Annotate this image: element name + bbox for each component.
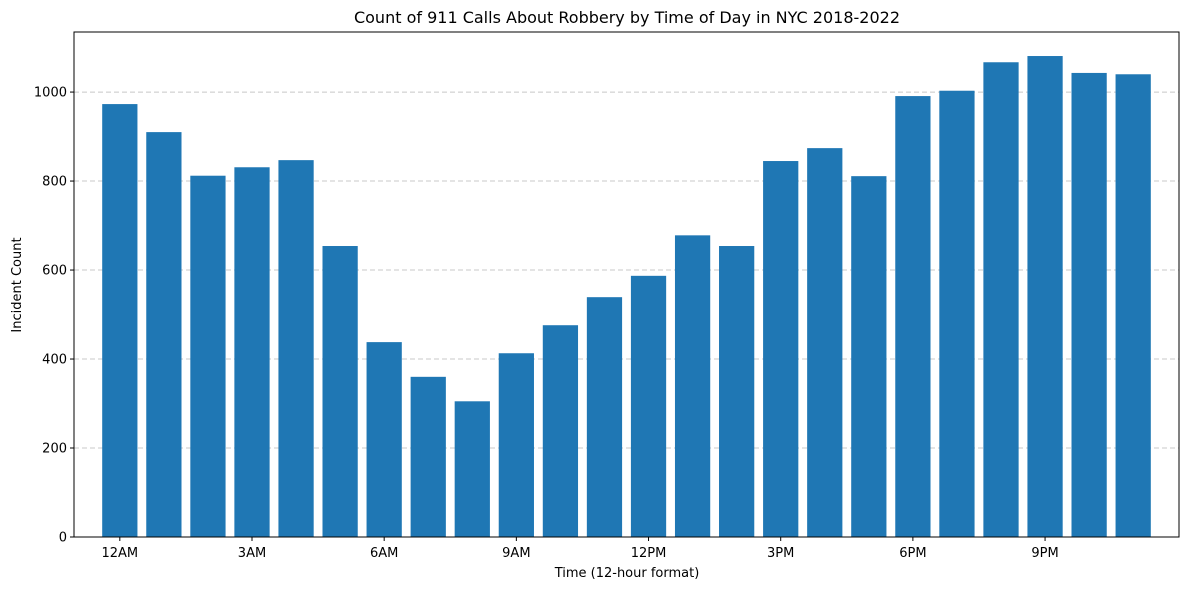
x-axis-label: Time (12-hour format)	[554, 566, 700, 581]
bar-hour-21	[1027, 56, 1063, 538]
bar-hour-12	[630, 275, 667, 537]
x-tick-label: 9PM	[1031, 546, 1058, 561]
x-tick-label: 12PM	[631, 546, 667, 561]
chart-title: Count of 911 Calls About Robbery by Time…	[354, 8, 900, 27]
bar-hour-1	[146, 132, 182, 537]
bar-hour-2	[190, 175, 226, 537]
y-axis-label: Incident Count	[10, 237, 25, 332]
bar-hour-7	[410, 376, 446, 537]
bar-hour-20	[983, 62, 1019, 538]
bar-hour-22	[1071, 72, 1107, 537]
bar-hour-23	[1115, 74, 1151, 537]
x-tick-label: 3PM	[767, 546, 794, 561]
bar-hour-11	[586, 297, 623, 537]
bar-hour-16	[807, 148, 843, 537]
bar-hour-0	[102, 104, 138, 538]
bar-hour-15	[763, 161, 799, 538]
y-tick-label: 1000	[34, 86, 67, 101]
bar-hour-4	[278, 160, 314, 537]
bar-hour-18	[895, 96, 931, 537]
bar-hour-9	[498, 353, 534, 537]
x-tick-label: 12AM	[101, 546, 138, 561]
axes: 0 200 400 600 800 1000 12AM 3AM 6AM 9AM 12PM 3PM 6PM…	[34, 31, 1180, 561]
bar-hour-14	[719, 246, 755, 537]
x-tick-label: 6AM	[370, 546, 398, 561]
bar-hour-10	[542, 325, 579, 537]
plot-frame	[73, 31, 1180, 538]
bar-hour-6	[366, 342, 402, 537]
y-tick-label: 400	[42, 353, 67, 368]
bar-hour-3	[234, 167, 270, 537]
y-tick-label: 800	[42, 175, 67, 190]
bar-hour-17	[851, 176, 887, 538]
y-tick-label: 600	[42, 264, 67, 279]
y-tick-label: 200	[42, 442, 67, 457]
x-tick-label: 6PM	[899, 546, 926, 561]
x-tick-label: 9AM	[502, 546, 530, 561]
bar-hour-19	[939, 90, 975, 538]
bar-hour-8	[454, 401, 490, 537]
bar-series	[102, 56, 1151, 538]
x-tick-label: 3AM	[238, 546, 266, 561]
bar-hour-13	[674, 235, 711, 537]
bar-hour-5	[322, 246, 358, 537]
y-tick-label: 0	[59, 531, 67, 546]
